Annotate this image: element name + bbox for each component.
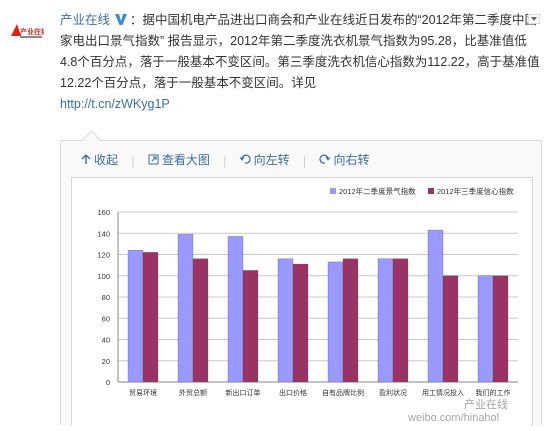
magnify-image-icon <box>148 154 159 165</box>
view-large-label: 查看大图 <box>161 153 210 167</box>
post-body: ：据中国机电产品进出口商会和产业在线近日发布的“2012年第二季度中国家电出口景… <box>60 13 540 90</box>
toolbar-divider: | <box>131 154 135 168</box>
bar <box>427 229 444 383</box>
panel-pointer <box>82 130 101 149</box>
author-name-link[interactable]: 产业在线 <box>60 13 111 27</box>
x-tick-label: 贸易环境 <box>129 388 157 397</box>
y-tick-label: 160 <box>97 208 110 217</box>
author-avatar[interactable]: 产业在线 <box>8 16 48 50</box>
view-large-button[interactable]: 查看大图 <box>148 151 210 168</box>
toolbar-divider: | <box>223 154 227 168</box>
collapse-label: 收起 <box>94 153 119 167</box>
y-tick-label: 100 <box>97 272 110 281</box>
bar <box>142 252 159 383</box>
bars <box>127 229 509 383</box>
legend-swatch <box>330 188 336 194</box>
watermark-url: weibo.com/hinahol <box>407 412 499 424</box>
y-tick-label: 0 <box>106 378 110 387</box>
bar <box>242 270 259 383</box>
y-tick-label: 40 <box>102 336 110 345</box>
image-toolbar: 收起 | 查看大图 | 向左转 | 向右转 <box>81 151 380 168</box>
bar-chart-image[interactable]: 0 20 40 60 80 100 120 140 160 贸易环境 外贸总额 新出口订单 出口价格 自… <box>71 177 533 426</box>
bar <box>492 275 509 383</box>
bar <box>327 261 344 383</box>
post-text: 产业在线 ：据中国机电产品进出口商会和产业在线近日发布的“2012年第二季度中国家… <box>60 10 544 115</box>
verified-v-icon <box>115 14 128 25</box>
bar <box>127 250 144 383</box>
watermark: 产业在线 weibo.com/hinahol <box>407 397 508 424</box>
bar <box>292 263 309 383</box>
bar <box>442 275 459 383</box>
avatar-logo-text: 产业在线 <box>20 27 44 36</box>
watermark-title: 产业在线 <box>464 397 508 411</box>
x-tick-label: 我们的工作 <box>476 388 511 397</box>
y-tick-label: 80 <box>102 293 110 302</box>
x-tick-label: 盈利状况 <box>379 388 407 397</box>
rotate-right-button[interactable]: 向右转 <box>319 151 370 168</box>
legend: 2012年二季度景气指数 2012年三季度信心指数 <box>330 186 514 196</box>
post-short-link[interactable]: http://t.cn/zWKyg1P <box>60 97 170 111</box>
legend-label: 2012年二季度景气指数 <box>339 186 416 196</box>
media-expanded-panel: 收起 | 查看大图 | 向左转 | 向右转 0 20 40 60 80 100 120 140… <box>60 130 542 426</box>
y-tick-label: 20 <box>102 357 110 366</box>
x-tick-label: 出口价格 <box>279 388 307 397</box>
rotate-left-button[interactable]: 向左转 <box>239 151 290 168</box>
toolbar-divider: | <box>303 154 307 168</box>
rotate-right-label: 向右转 <box>333 153 370 167</box>
bar <box>342 258 359 383</box>
chevron-down-icon[interactable] <box>528 14 540 24</box>
x-tick-label: 自有品牌比例 <box>322 388 364 397</box>
bar <box>477 275 494 383</box>
y-tick-label: 120 <box>97 251 110 260</box>
bar <box>177 234 194 383</box>
rotate-right-icon <box>319 154 331 164</box>
bar <box>392 258 409 383</box>
rotate-left-label: 向左转 <box>253 153 290 167</box>
collapse-button[interactable]: 收起 <box>81 151 118 168</box>
legend-swatch <box>428 188 434 194</box>
x-tick-label: 用工情况投入 <box>422 388 464 397</box>
bar <box>227 236 244 383</box>
bar-chart: 0 20 40 60 80 100 120 140 160 贸易环境 外贸总额 新出口订单 出口价格 自… <box>97 186 518 424</box>
y-tick-label: 140 <box>97 229 110 238</box>
bar <box>377 258 394 383</box>
bar <box>277 258 294 383</box>
x-tick-label: 新出口订单 <box>226 388 261 397</box>
arrow-up-icon <box>81 154 91 164</box>
y-tick-label: 60 <box>102 314 110 323</box>
x-axis-labels: 贸易环境 外贸总额 新出口订单 出口价格 自有品牌比例 盈利状况 用工情况投入 我们的工作 <box>129 388 511 397</box>
rotate-left-icon <box>239 154 251 164</box>
x-tick-label: 外贸总额 <box>179 388 207 397</box>
legend-label: 2012年三季度信心指数 <box>437 186 514 196</box>
bar <box>192 258 209 383</box>
